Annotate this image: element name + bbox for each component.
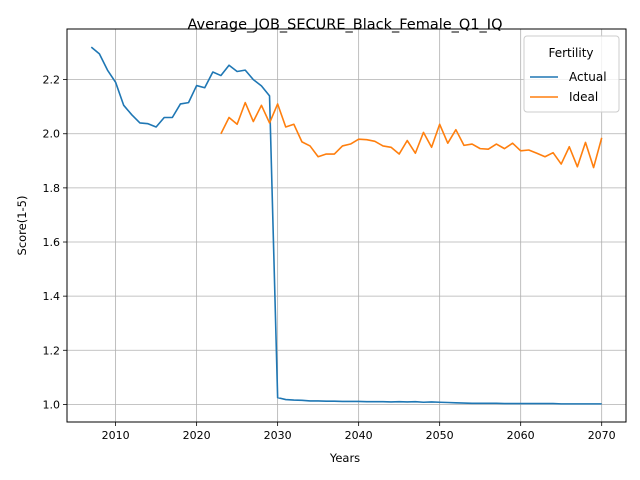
x-tick-label: 2070 (588, 429, 616, 442)
y-tick-label: 1.6 (43, 236, 61, 249)
x-tick-label: 2060 (507, 429, 535, 442)
series-line-ideal (220, 101, 603, 169)
x-tick-label: 2040 (345, 429, 373, 442)
series-layer (90, 46, 603, 405)
y-tick-label: 1.4 (43, 290, 61, 303)
y-tick-label: 1.8 (43, 182, 61, 195)
y-tick-label: 1.2 (43, 344, 61, 357)
legend-label-ideal: Ideal (569, 90, 598, 104)
series-line-actual (90, 46, 602, 405)
x-tick-label: 2020 (183, 429, 211, 442)
grid-lines (67, 29, 626, 422)
chart-title: Average_JOB_SECURE_Black_Female_Q1_IQ (187, 17, 502, 33)
y-tick-label: 2.2 (43, 74, 61, 87)
y-tick-label: 1.0 (43, 398, 61, 411)
legend: Fertility Actual Ideal (523, 35, 620, 113)
legend-title: Fertility (548, 46, 593, 60)
legend-box (523, 35, 620, 113)
legend-label-actual: Actual (569, 70, 607, 84)
y-axis-ticks: 1.0 1.2 1.4 1.6 1.8 2.0 2.2 (43, 74, 67, 411)
x-tick-label: 2010 (102, 429, 130, 442)
plot-frame (66, 28, 627, 423)
y-tick-label: 2.0 (43, 128, 61, 141)
x-axis-ticks: 2010 2020 2030 2040 2050 2060 2070 (102, 422, 616, 442)
y-axis-label: Score(1-5) (15, 196, 29, 256)
x-axis-label: Years (329, 451, 360, 465)
x-tick-label: 2050 (426, 429, 454, 442)
x-tick-label: 2030 (264, 429, 292, 442)
